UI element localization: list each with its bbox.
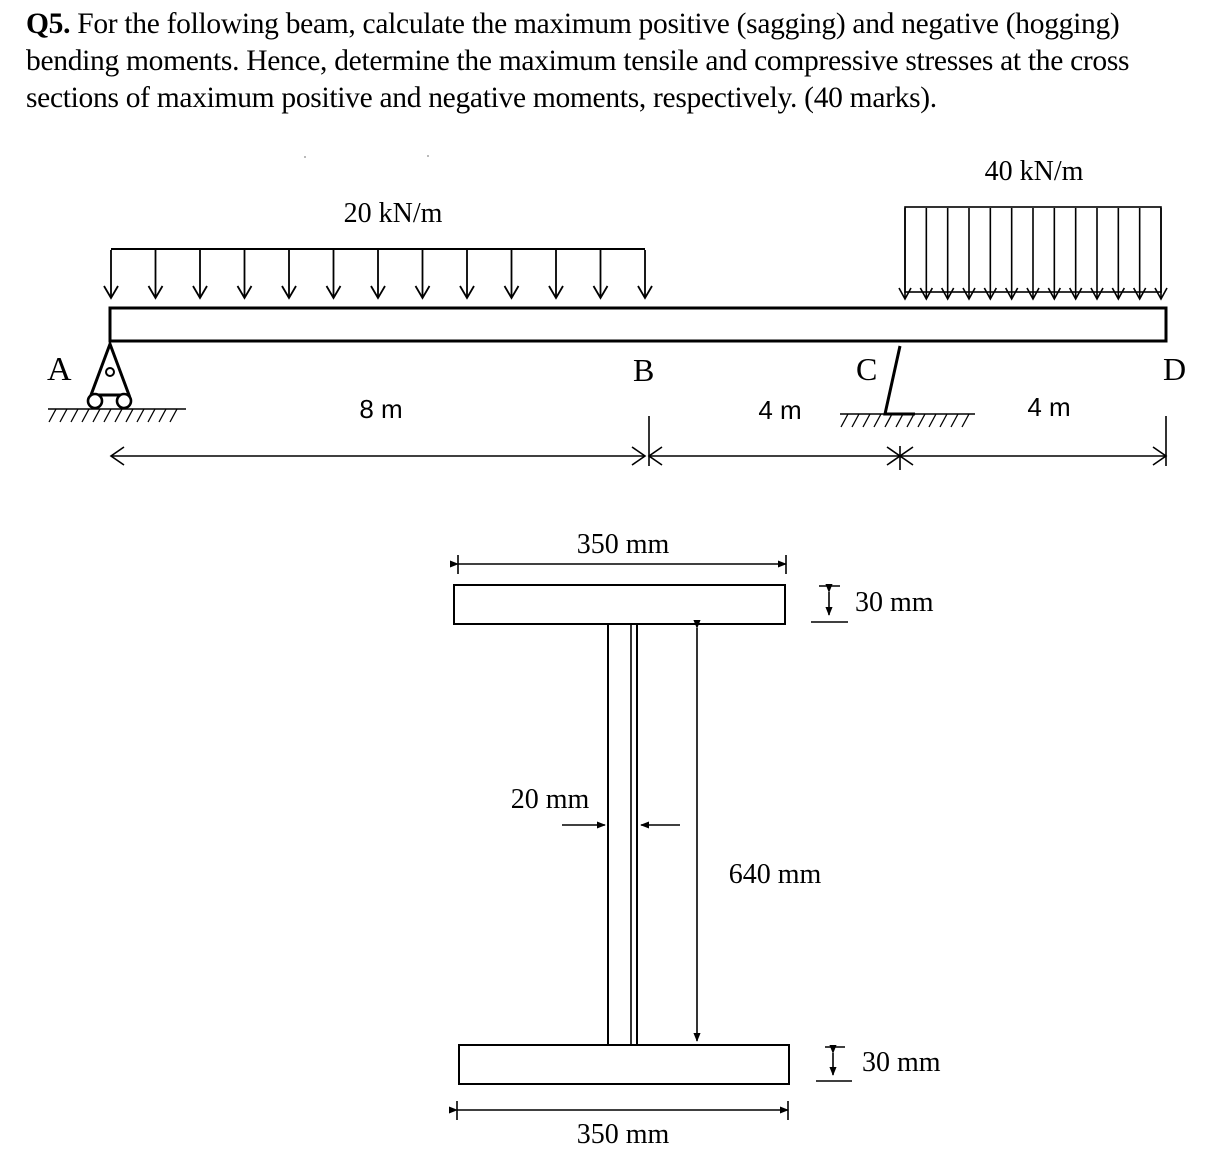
ground-hatch xyxy=(884,413,893,428)
load-arrow xyxy=(103,250,119,300)
load-arrow xyxy=(940,208,955,301)
ground-hatch xyxy=(939,413,948,428)
load-arrow xyxy=(147,250,164,300)
question-text: Q5. For the following beam, calculate th… xyxy=(26,6,1216,117)
udl-right xyxy=(898,206,1168,301)
top-flange-width-dimension xyxy=(449,555,787,574)
ground-hatch xyxy=(136,408,145,423)
top-flange-width-label: 350 mm xyxy=(577,529,670,560)
ground-hatch xyxy=(125,408,134,423)
ground-hatch xyxy=(92,408,101,423)
beam xyxy=(108,306,1168,343)
bottom-flange-width-dimension xyxy=(448,1101,789,1120)
udl-left-arrows xyxy=(103,250,653,300)
load-left-label: 20 kN/m xyxy=(344,198,443,229)
load-arrow xyxy=(1090,208,1104,301)
span-ab-label: 8 m xyxy=(359,394,402,424)
span-cd-label: 4 m xyxy=(1027,392,1070,422)
ground-hatch xyxy=(961,413,970,428)
ground-hatch xyxy=(169,408,178,423)
top-flange-thickness-dimension xyxy=(811,583,848,623)
load-arrow xyxy=(898,208,912,301)
ground-hatch xyxy=(840,413,849,428)
ground-hatch xyxy=(147,408,156,423)
ground-hatch xyxy=(895,413,904,428)
bottom-flange-width-label: 350 mm xyxy=(577,1119,670,1150)
i-section xyxy=(453,584,790,1085)
ground-hatch xyxy=(81,408,90,423)
load-arrow xyxy=(281,250,297,300)
load-arrow xyxy=(503,250,520,300)
question-number: Q5. xyxy=(26,8,71,40)
ground-hatch xyxy=(114,408,123,423)
question-body: For the following beam, calculate the ma… xyxy=(26,8,1130,114)
roller-support-a xyxy=(48,339,186,423)
load-arrow xyxy=(548,250,564,300)
ground-hatch xyxy=(928,413,937,428)
bottom-flange-thickness-label: 30 mm xyxy=(862,1047,941,1078)
point-c-label: C xyxy=(856,351,877,387)
point-b-label: B xyxy=(633,352,654,388)
load-arrow xyxy=(637,250,653,300)
load-arrow xyxy=(236,250,253,300)
top-flange-thickness-label: 30 mm xyxy=(855,587,934,618)
udl-left xyxy=(103,248,653,300)
load-arrow xyxy=(1132,208,1147,301)
load-arrow xyxy=(962,208,976,301)
pin-support-c xyxy=(840,345,975,428)
ground-hatch xyxy=(851,413,860,428)
load-arrow xyxy=(1154,208,1168,301)
ground-hatch xyxy=(917,413,926,428)
ground-hatch xyxy=(70,408,79,423)
span-bc-label: 4 m xyxy=(758,395,801,425)
bottom-flange-thickness-dimension xyxy=(816,1044,852,1082)
load-arrow xyxy=(459,250,475,300)
ground-hatch xyxy=(48,408,57,423)
ground-hatch xyxy=(906,413,915,428)
load-arrow xyxy=(1047,208,1062,301)
point-a-label: A xyxy=(47,351,72,388)
load-arrow xyxy=(192,250,208,300)
ground-hatch xyxy=(59,408,68,423)
bottom-flange xyxy=(458,1044,790,1085)
load-arrow xyxy=(370,250,386,300)
load-arrow xyxy=(325,250,342,300)
ground-hatch xyxy=(950,413,959,428)
load-arrow xyxy=(414,250,431,300)
load-arrow xyxy=(1111,208,1126,301)
span-dimensions xyxy=(109,416,1168,470)
ground-hatch xyxy=(862,413,871,428)
ground-hatch xyxy=(158,408,167,423)
ground-hatch xyxy=(873,413,882,428)
top-flange xyxy=(453,584,786,625)
load-right-label: 40 kN/m xyxy=(985,156,1084,187)
load-arrow xyxy=(983,208,998,301)
ground-hatch xyxy=(103,408,112,423)
load-arrow xyxy=(1004,208,1019,301)
load-arrow xyxy=(592,250,609,300)
web-height-label: 640 mm xyxy=(729,859,822,890)
point-d-label: D xyxy=(1163,351,1186,387)
load-arrow xyxy=(1068,208,1083,301)
udl-right-arrows xyxy=(898,208,1168,301)
web-thickness-label: 20 mm xyxy=(511,784,590,815)
load-arrow xyxy=(919,208,934,301)
load-arrow xyxy=(1026,208,1040,301)
